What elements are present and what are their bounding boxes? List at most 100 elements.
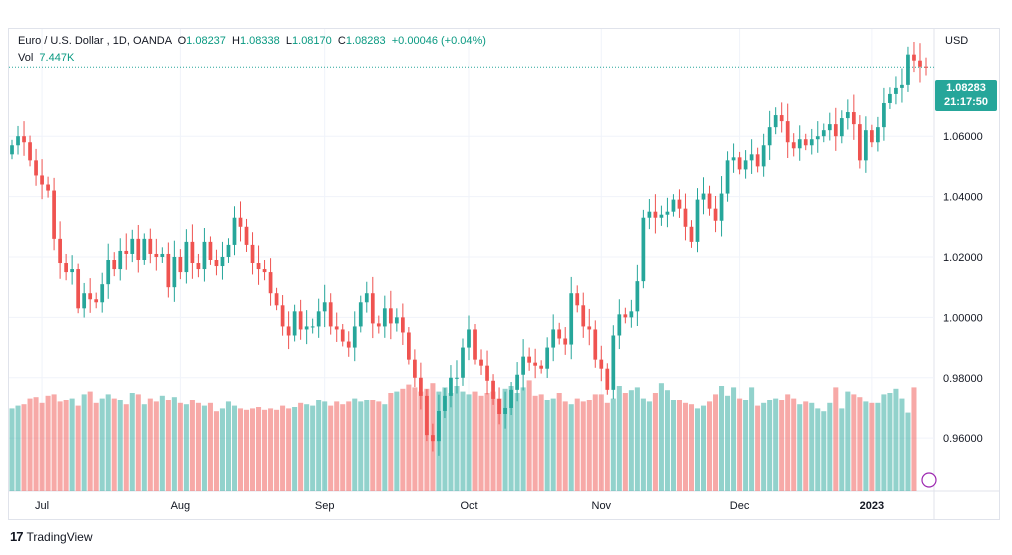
candle-body — [130, 238, 135, 254]
volume-bar — [881, 394, 887, 491]
candle-body — [809, 139, 814, 146]
volume-bar — [298, 402, 304, 491]
volume-bar — [466, 394, 472, 491]
candle-body — [100, 284, 105, 303]
volume-bar — [394, 391, 400, 491]
volume-bar — [634, 387, 640, 491]
candle-body — [268, 272, 273, 294]
x-tick-label: Aug — [171, 500, 191, 512]
candle-body — [635, 281, 640, 312]
volume-bar — [574, 398, 580, 491]
volume-bar — [57, 401, 63, 491]
y-tick-label: 1.04000 — [943, 192, 983, 204]
volume-bar — [99, 398, 105, 491]
candle-body — [485, 365, 489, 381]
x-tick-label: Sep — [315, 500, 335, 512]
volume-bar — [700, 405, 707, 491]
candle-body — [160, 253, 165, 257]
bar-countdown: 21:17:50 — [943, 96, 989, 108]
candle-body — [665, 211, 670, 215]
volume-bar — [27, 398, 33, 491]
candle-body — [196, 263, 201, 270]
candle-body — [755, 154, 760, 167]
candle-body — [58, 238, 62, 264]
candle-body — [773, 115, 778, 128]
candle-body — [70, 269, 75, 273]
change-value: +0.00046 (+0.04%) — [391, 35, 486, 47]
high-key: H — [232, 35, 240, 47]
volume-bar — [39, 402, 45, 491]
volume-bar — [773, 398, 779, 491]
volume-bar — [117, 400, 123, 491]
volume-bar — [664, 390, 670, 491]
volume-bar — [893, 388, 899, 491]
volume-bar — [863, 401, 869, 491]
symbol-name[interactable]: Euro / U.S. Dollar — [18, 35, 104, 47]
candle-body — [22, 136, 26, 143]
candle-body — [593, 329, 598, 360]
candle-body — [605, 368, 610, 390]
candle-body — [761, 145, 766, 167]
volume-bar — [857, 397, 863, 491]
volume-bar — [250, 408, 256, 491]
volume-bar — [905, 412, 911, 491]
candle-body — [394, 317, 399, 324]
candle-body — [857, 124, 862, 161]
candle-body — [870, 130, 874, 143]
candle-body — [743, 160, 748, 170]
volume-bar — [418, 391, 424, 491]
volume-bar — [388, 393, 394, 491]
volume-bar — [725, 395, 731, 491]
candle-body — [425, 395, 429, 436]
candle-body — [256, 263, 261, 270]
candle-body — [443, 395, 447, 411]
volume-bar — [135, 394, 141, 491]
footer: 17 TradingView — [10, 529, 93, 544]
volume-bar — [743, 400, 749, 491]
volume-bar — [682, 402, 688, 491]
candle-body — [292, 311, 297, 336]
candle-body — [659, 214, 664, 218]
candle-body — [88, 293, 93, 300]
volume-bar — [851, 394, 857, 491]
candle-body — [791, 142, 796, 149]
volume-bar — [731, 387, 737, 491]
volume-bar — [875, 402, 881, 491]
volume-bar — [706, 401, 713, 491]
candle-body — [226, 244, 231, 257]
volume-bar — [538, 394, 544, 491]
volume-bar — [268, 408, 274, 491]
brand-name[interactable]: TradingView — [26, 529, 93, 544]
candle-body — [124, 250, 129, 254]
x-tick-label: Jul — [35, 500, 49, 512]
volume-bar — [340, 404, 346, 491]
candle-body — [882, 102, 886, 128]
candle-body — [340, 329, 345, 342]
volume-bar — [544, 400, 550, 491]
interval-label[interactable]: 1D — [112, 35, 127, 47]
volume-bar — [454, 386, 460, 491]
candle-body — [52, 190, 56, 239]
candle-body — [202, 241, 207, 270]
volume-bar — [911, 387, 917, 491]
candle-body — [352, 326, 357, 348]
volume-bar — [15, 405, 21, 491]
candle-body — [888, 93, 892, 103]
candle-body — [749, 154, 754, 161]
candle-body — [894, 87, 898, 94]
candle-body — [328, 302, 333, 327]
candle-body — [172, 256, 177, 288]
volume-bar — [490, 391, 496, 491]
volume-bar — [658, 383, 664, 491]
candle-body — [851, 112, 856, 125]
volume-bar — [219, 408, 225, 491]
volume-key: Vol — [18, 52, 34, 64]
candle-body — [503, 407, 507, 414]
volume-bar — [749, 387, 755, 491]
volume-bar — [400, 388, 406, 491]
candle-body — [214, 260, 219, 267]
volume-bar — [141, 404, 147, 491]
candle-body — [34, 160, 38, 176]
volume-bar — [821, 411, 827, 491]
